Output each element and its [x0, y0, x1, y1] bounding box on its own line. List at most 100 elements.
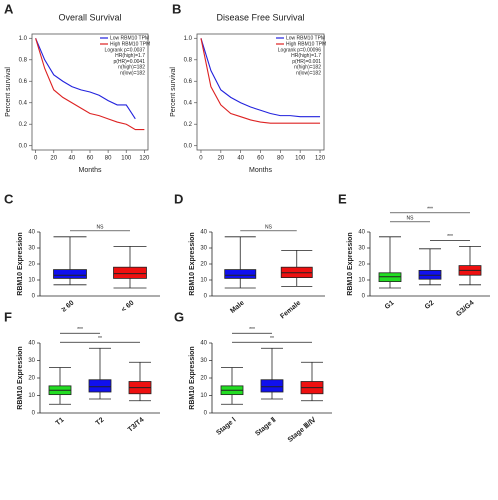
stat-text: HR(high)=1.7 — [115, 53, 145, 59]
survival-curve — [35, 38, 145, 131]
y-tick-label: 30 — [358, 246, 365, 252]
stat-text: n(high)=182 — [118, 65, 145, 71]
y-tick-label: 0.6 — [19, 79, 28, 85]
x-tick-label: 60 — [87, 156, 94, 162]
x-tick-label: 0 — [199, 156, 203, 162]
panel-letter: E — [338, 191, 347, 206]
y-tick-label: 20 — [200, 376, 207, 382]
legend-label: High RBM10 TPM — [110, 41, 150, 47]
x-tick-label: 120 — [139, 156, 150, 162]
panel-letter: D — [174, 191, 183, 206]
y-tick-label: 20 — [358, 262, 365, 268]
significance-label: *** — [249, 327, 255, 333]
box — [260, 379, 284, 393]
survival-curve — [200, 38, 321, 124]
significance-label: ** — [98, 336, 102, 342]
panel-letter: A — [4, 1, 14, 16]
panel-letter: F — [4, 309, 12, 324]
x-tick-label: < 60 — [120, 300, 135, 314]
significance-label: NS — [97, 225, 105, 231]
y-tick-label: 40 — [358, 230, 365, 236]
y-axis-label: RBM10 Expression — [347, 232, 354, 295]
y-tick-label: 0.6 — [184, 79, 193, 85]
x-tick-label: G2 — [424, 300, 436, 311]
y-axis-label: RBM10 Expression — [189, 232, 196, 295]
y-tick-label: 30 — [28, 246, 35, 252]
y-tick-label: 10 — [28, 393, 35, 399]
y-tick-label: 0.0 — [19, 143, 28, 149]
x-tick-label: T3/T4 — [127, 417, 146, 434]
y-tick-label: 0.4 — [19, 100, 28, 106]
stat-text: p(HR)=0.001 — [292, 59, 321, 65]
x-tick-label: ≥ 60 — [61, 300, 76, 314]
x-tick-label: Stage Ⅲ/Ⅳ — [286, 415, 318, 443]
x-tick-label: Female — [279, 300, 302, 321]
y-tick-label: 20 — [28, 376, 35, 382]
y-tick-label: 40 — [200, 341, 207, 347]
y-tick-label: 0 — [204, 294, 208, 300]
legend-label: High RBM10 TPM — [286, 41, 326, 47]
y-tick-label: 0.2 — [184, 122, 193, 128]
x-tick-label: 100 — [121, 156, 132, 162]
x-tick-label: 20 — [50, 156, 57, 162]
y-tick-label: 10 — [358, 278, 365, 284]
y-tick-label: 1.0 — [184, 36, 193, 42]
y-axis-label: RBM10 Expression — [189, 346, 196, 409]
y-tick-label: 10 — [200, 278, 207, 284]
legend-label: Low RBM10 TPM — [110, 35, 149, 41]
y-tick-label: 10 — [200, 393, 207, 399]
y-tick-label: 0 — [32, 411, 36, 417]
y-tick-label: 10 — [28, 278, 35, 284]
x-tick-label: 120 — [315, 156, 326, 162]
box — [113, 266, 147, 279]
y-tick-label: 0 — [204, 411, 208, 417]
x-tick-label: T2 — [95, 417, 106, 428]
x-axis-label: Months — [249, 167, 272, 174]
y-tick-label: 0.2 — [19, 122, 28, 128]
significance-label: ** — [270, 336, 274, 342]
stat-text: n(low)=182 — [120, 71, 145, 77]
survival-curve — [35, 38, 136, 120]
stat-text: n(low)=182 — [296, 71, 321, 77]
x-tick-label: G1 — [384, 300, 396, 311]
significance-label: *** — [427, 207, 433, 213]
chart-title: Disease Free Survival — [216, 12, 304, 22]
y-tick-label: 0 — [362, 294, 366, 300]
y-tick-label: 40 — [28, 341, 35, 347]
y-tick-label: 40 — [200, 230, 207, 236]
y-axis-label: RBM10 Expression — [17, 346, 24, 409]
y-axis-label: RBM10 Expression — [17, 232, 24, 295]
box — [53, 269, 87, 279]
significance-label: *** — [447, 234, 453, 240]
y-tick-label: 0.4 — [184, 100, 193, 106]
x-axis-label: Months — [79, 167, 102, 174]
panel-letter: G — [174, 309, 184, 324]
survival-curve — [200, 38, 321, 118]
significance-label: *** — [77, 327, 83, 333]
y-tick-label: 1.0 — [19, 36, 28, 42]
y-axis-label: Percent survival — [170, 67, 177, 117]
x-tick-label: T1 — [55, 417, 66, 428]
x-tick-label: 0 — [34, 156, 38, 162]
significance-label: NS — [407, 216, 415, 222]
y-tick-label: 20 — [28, 262, 35, 268]
x-tick-label: 60 — [257, 156, 264, 162]
y-tick-label: 30 — [200, 246, 207, 252]
y-tick-label: 0 — [32, 294, 36, 300]
panel-letter: C — [4, 191, 14, 206]
x-tick-label: 40 — [237, 156, 244, 162]
y-tick-label: 20 — [200, 262, 207, 268]
x-tick-label: Stage Ⅱ — [254, 416, 278, 438]
panel-letter: B — [172, 1, 181, 16]
x-tick-label: 100 — [295, 156, 306, 162]
y-tick-label: 0.8 — [184, 57, 193, 63]
x-tick-label: 40 — [69, 156, 76, 162]
legend-label: Low RBM10 TPM — [286, 35, 325, 41]
x-tick-label: 80 — [105, 156, 112, 162]
stat-text: Logrank p=0.00096 — [278, 47, 321, 53]
stat-text: HR(high)=1.7 — [291, 53, 321, 59]
x-tick-label: Stage Ⅰ — [215, 416, 238, 437]
y-tick-label: 30 — [200, 358, 207, 364]
x-tick-label: G3/G4 — [455, 300, 475, 319]
